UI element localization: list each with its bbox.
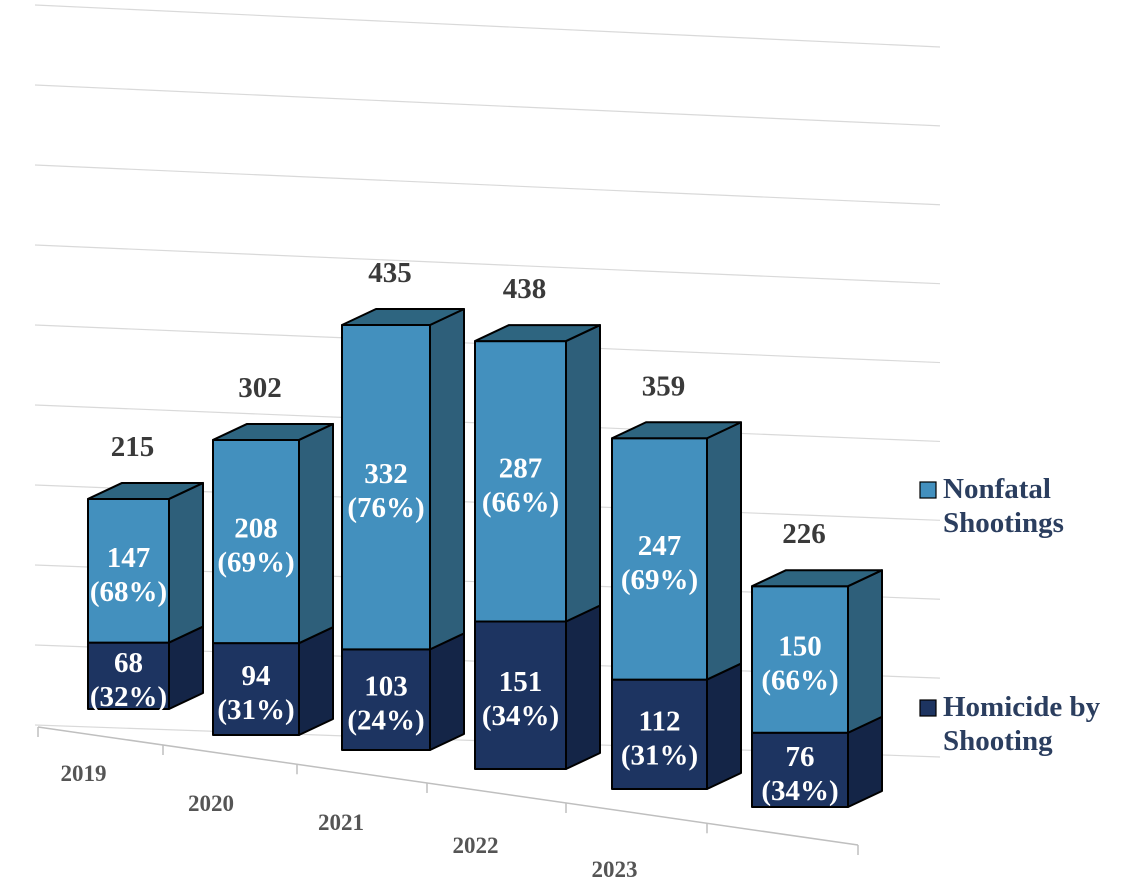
segment-value-label: 150 [778, 630, 822, 662]
bar-segment-homicide-side [565, 604, 601, 770]
bar-segment-nonfatal-side [429, 308, 465, 651]
legend-swatch [919, 699, 937, 717]
legend-label: Nonfatal Shootings [943, 473, 1064, 539]
segment-value-label: 151 [499, 666, 543, 698]
segment-percent-label: (34%) [761, 775, 838, 807]
bar-2021 [341, 308, 465, 751]
segment-percent-label: (34%) [482, 700, 559, 732]
x-tick-label: 2023 [592, 857, 638, 877]
bar-total-label: 435 [368, 257, 412, 289]
segment-value-label: 332 [364, 458, 408, 490]
bar-total-label: 438 [503, 273, 547, 305]
segment-value-label: 94 [242, 660, 271, 692]
segment-value-label: 147 [107, 542, 151, 574]
segment-value-label: 76 [786, 741, 815, 773]
bar-2022 [474, 324, 601, 770]
legend-swatch [919, 481, 937, 499]
bar-segment-homicide-side [298, 626, 334, 736]
segment-value-label: 68 [114, 647, 143, 679]
segment-value-label: 112 [639, 705, 681, 737]
segment-percent-label: (76%) [347, 492, 424, 524]
bar-segment-nonfatal-top [87, 481, 204, 500]
segment-percent-label: (24%) [347, 705, 424, 737]
gridline [34, 164, 941, 206]
bar-total-label: 359 [642, 370, 686, 402]
bar-segment-nonfatal-top [751, 569, 883, 588]
x-axis-line [37, 726, 859, 846]
bar-total-label: 226 [782, 518, 826, 550]
bar-2023 [611, 421, 742, 790]
x-tick-label: 2022 [453, 833, 499, 858]
data-labels: 68(32%)147(68%)215201994(31%)208(69%)302… [61, 257, 839, 882]
bar-segment-nonfatal-side [706, 421, 742, 681]
bar-segment-nonfatal-top [341, 308, 465, 327]
x-tick-label: 2019 [61, 761, 107, 786]
x-axis [37, 726, 859, 855]
segment-percent-label: (68%) [90, 576, 167, 608]
segment-percent-label: (66%) [761, 664, 838, 696]
bar-segment-nonfatal-top [212, 422, 334, 441]
bar-total-label: 302 [238, 372, 282, 404]
segment-value-label: 103 [364, 671, 408, 703]
bar-2020 [212, 422, 334, 736]
bar-segment-nonfatal-side [298, 422, 334, 645]
gridline [34, 244, 941, 285]
segment-percent-label: (66%) [482, 486, 559, 518]
segment-value-label: 287 [499, 452, 543, 484]
x-tick-label: 2020 [188, 791, 234, 816]
segment-percent-label: (69%) [621, 564, 698, 596]
bar-total-label: 215 [111, 431, 155, 463]
bar-segment-homicide-side [706, 662, 742, 790]
segment-value-label: 247 [638, 530, 682, 562]
bars [87, 308, 883, 808]
gridline [34, 84, 941, 127]
gridline [34, 4, 941, 48]
segment-percent-label: (31%) [217, 694, 294, 726]
segment-value-label: 208 [234, 513, 278, 545]
bar-segment-homicide-side [429, 632, 465, 751]
bar-2024 [751, 569, 883, 808]
bar-segment-nonfatal-side [847, 569, 883, 734]
bar-segment-nonfatal-top [611, 421, 742, 440]
bar-segment-nonfatal-side [168, 481, 204, 644]
legend: Nonfatal Shootings Homicide by Shooting [919, 473, 1101, 757]
legend-item: Nonfatal Shootings [919, 473, 1064, 539]
bar-segment-nonfatal-side [565, 324, 601, 623]
legend-item: Homicide by Shooting [919, 691, 1101, 757]
bar-2019 [87, 481, 204, 710]
bar-segment-nonfatal-top [474, 324, 601, 343]
segment-percent-label: (69%) [217, 547, 294, 579]
segment-percent-label: (31%) [621, 739, 698, 771]
legend-label: Homicide by Shooting [943, 691, 1101, 757]
segment-percent-label: (32%) [90, 681, 167, 713]
x-tick-label: 2021 [318, 810, 364, 835]
